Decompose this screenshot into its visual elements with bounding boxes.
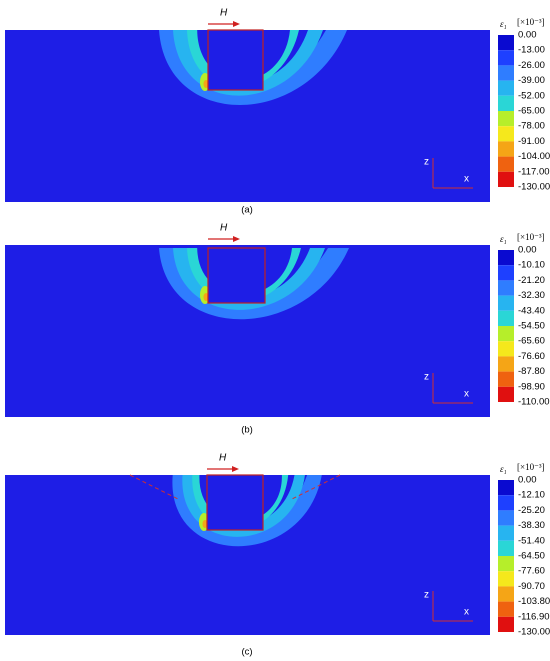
colorbar-symbol: ε₁ — [500, 234, 507, 244]
colorbar-label: -87.80 — [518, 366, 545, 377]
colorbar-label: -25.20 — [518, 505, 545, 516]
panel: Hz x 0.00 -13.00 -26.00 -39.00 -52.00 -65.00 -78… — [5, 8, 550, 202]
colorbar-band — [498, 310, 514, 326]
axis-z-label: z — [424, 590, 429, 601]
colorbar-band — [498, 141, 514, 157]
colorbar-band — [498, 525, 514, 541]
panel: Hz x 0.00 -12.10 -25.20 -38.30 -51.40 -64.50 -77… — [5, 453, 550, 638]
colorbar-band — [498, 95, 514, 111]
colorbar-label: -78.00 — [518, 121, 545, 132]
colorbar-label: -43.40 — [518, 305, 545, 316]
colorbar-label: -32.30 — [518, 290, 545, 301]
colorbar-band — [498, 65, 514, 81]
colorbar-band — [498, 341, 514, 357]
contour-peak — [203, 293, 209, 301]
colorbar-label: -65.00 — [518, 106, 545, 117]
arrow-head — [233, 236, 240, 242]
colorbar-band — [498, 540, 514, 556]
foundation — [206, 474, 264, 531]
colorbar-band — [498, 295, 514, 311]
colorbar-label: -98.90 — [518, 381, 545, 392]
colorbar-label: -65.60 — [518, 336, 545, 347]
force-label: H — [220, 223, 228, 234]
colorbar-label: -130.00 — [518, 182, 550, 193]
colorbar-label: -103.80 — [518, 596, 550, 607]
colorbar-band — [498, 616, 514, 632]
colorbar-label: -12.10 — [518, 490, 545, 501]
foundation — [207, 247, 266, 304]
failure-line — [129, 474, 181, 501]
colorbar-band — [498, 586, 514, 602]
colorbar-label: -116.90 — [518, 611, 550, 622]
colorbar-band — [498, 510, 514, 526]
colorbar-band — [498, 480, 514, 496]
colorbar-band — [498, 250, 514, 266]
force-label: H — [219, 453, 227, 464]
colorbar-label: -39.00 — [518, 75, 545, 86]
colorbar-label: -26.00 — [518, 60, 545, 71]
colorbar-band — [498, 571, 514, 587]
contour-peak — [203, 80, 209, 88]
colorbar-band — [498, 50, 514, 66]
colorbar-label: -104.00 — [518, 151, 550, 162]
colorbar-label: -13.00 — [518, 45, 545, 56]
caption: (b) — [241, 425, 253, 436]
colorbar-band — [498, 601, 514, 617]
colorbar-label: -52.00 — [518, 90, 545, 101]
axis-z-label: z — [424, 157, 429, 168]
colorbar-label: -21.20 — [518, 275, 545, 286]
failure-line — [289, 474, 341, 501]
colorbar-band — [498, 356, 514, 372]
colorbar-band — [498, 171, 514, 187]
colorbar-band — [498, 556, 514, 572]
axis-z-label: z — [424, 372, 429, 383]
colorbar-label: -117.00 — [518, 166, 550, 177]
colorbar-label: -38.30 — [518, 520, 545, 531]
colorbar-label: -64.50 — [518, 551, 545, 562]
colorbar-symbol: ε₁ — [500, 464, 507, 474]
panel: Hz x 0.00 -10.10 -21.20 -32.30 -43.40 -54.50 -65… — [5, 223, 550, 417]
colorbar-band — [498, 126, 514, 142]
colorbar-label: -110.00 — [518, 397, 550, 408]
colorbar-label: 0.00 — [518, 245, 537, 256]
foundation — [207, 29, 264, 91]
colorbar-band — [498, 371, 514, 387]
colorbar-label: -54.50 — [518, 321, 545, 332]
colorbar-label: -90.70 — [518, 581, 545, 592]
colorbar-band — [498, 326, 514, 342]
caption: (c) — [241, 647, 252, 658]
colorbar-band — [498, 265, 514, 281]
axis-x-label: x — [464, 389, 469, 400]
axis-x-label: x — [464, 174, 469, 185]
contour-peak — [202, 520, 208, 528]
colorbar-label: -10.10 — [518, 260, 545, 271]
arrow-head — [233, 21, 240, 27]
arrow-head — [232, 466, 239, 472]
caption: (a) — [241, 205, 253, 216]
colorbar-band — [498, 495, 514, 511]
colorbar-label: 0.00 — [518, 30, 537, 41]
colorbar-band — [498, 386, 514, 402]
colorbar-label: -51.40 — [518, 535, 545, 546]
colorbar-band — [498, 35, 514, 51]
colorbar-band — [498, 156, 514, 172]
colorbar-label: -91.00 — [518, 136, 545, 147]
colorbar-unit: [×10⁻³] — [517, 232, 545, 242]
axis-x-label: x — [464, 607, 469, 618]
colorbar-symbol: ε₁ — [500, 19, 507, 29]
force-label: H — [220, 8, 228, 19]
colorbar-label: -76.60 — [518, 351, 545, 362]
colorbar-label: -77.60 — [518, 566, 545, 577]
colorbar-band — [498, 111, 514, 127]
colorbar-band — [498, 80, 514, 96]
colorbar-unit: [×10⁻³] — [517, 462, 545, 472]
colorbar-label: -130.00 — [518, 627, 550, 638]
colorbar-label: 0.00 — [518, 475, 537, 486]
colorbar-unit: [×10⁻³] — [517, 17, 545, 27]
colorbar-band — [498, 280, 514, 296]
